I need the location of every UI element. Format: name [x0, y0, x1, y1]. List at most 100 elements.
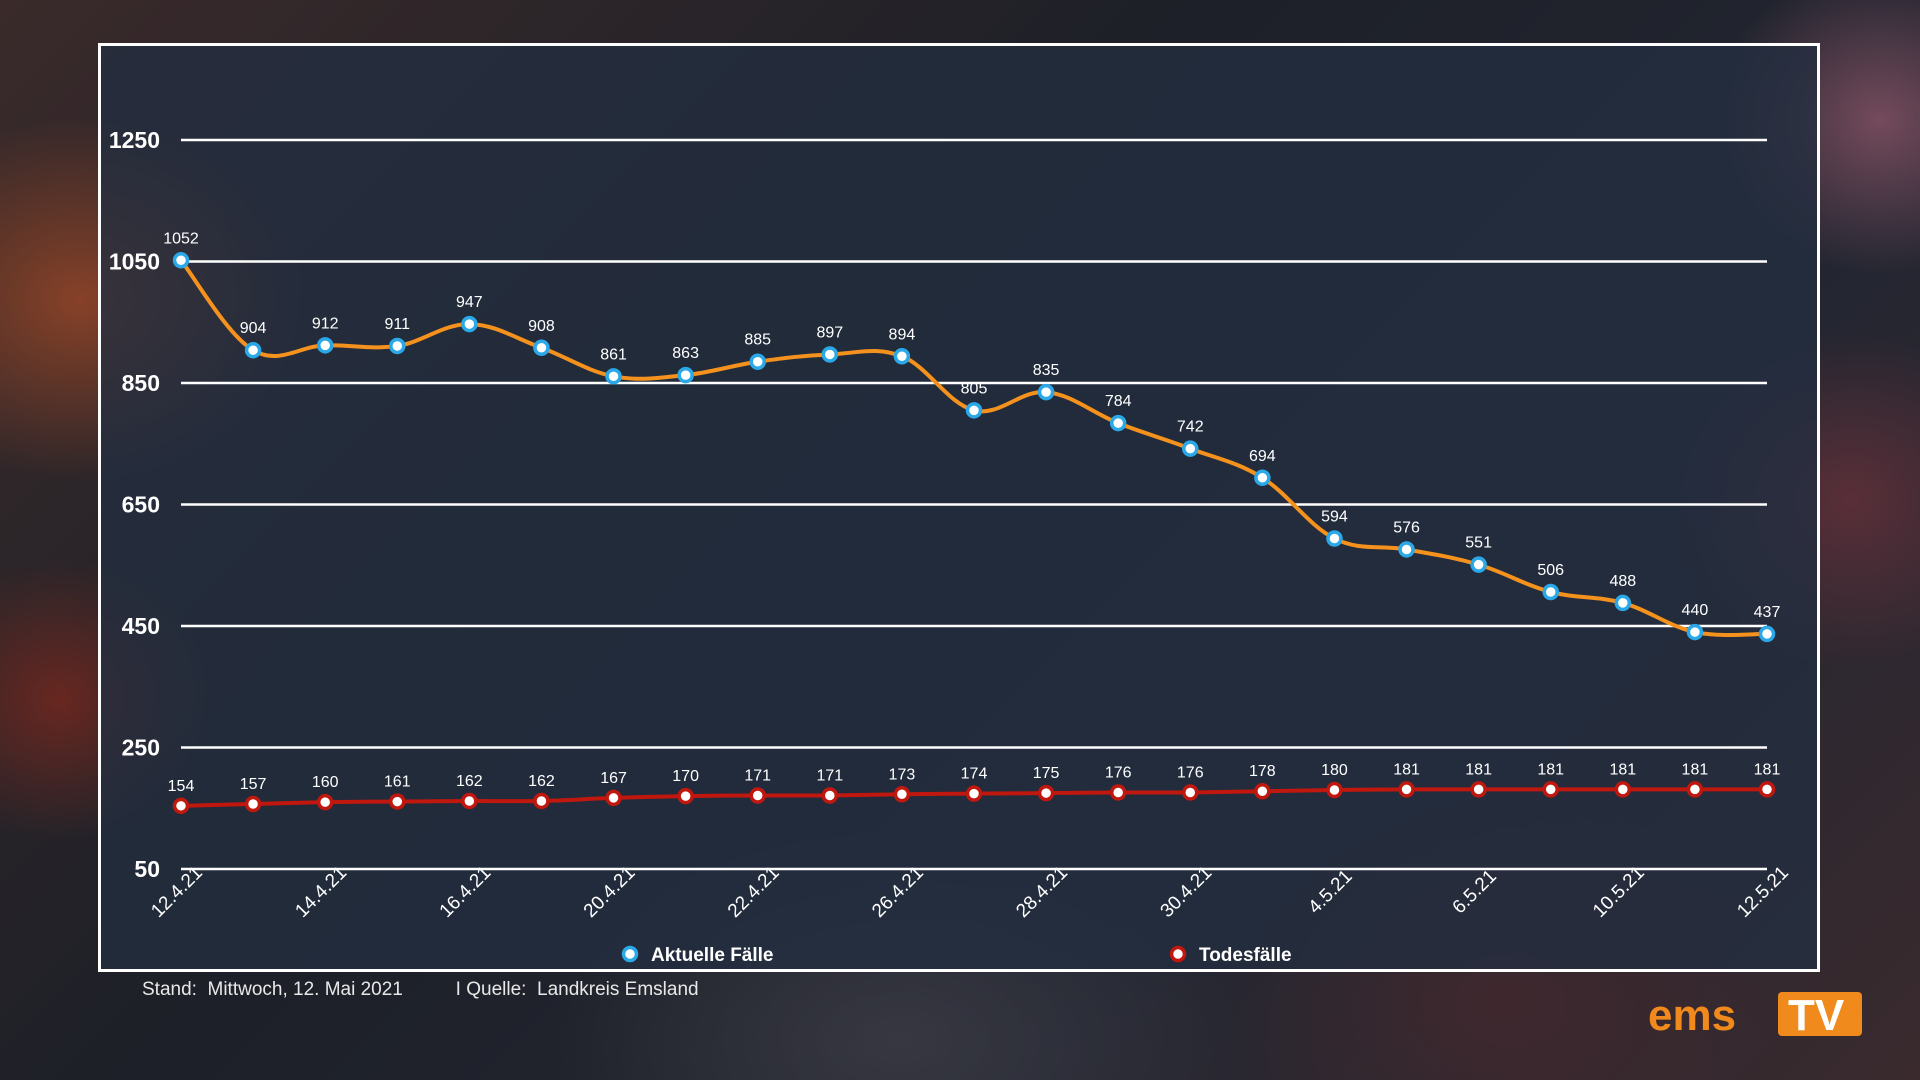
- data-label: 506: [1537, 562, 1564, 579]
- x-tick-label: 14.4.21: [291, 862, 351, 922]
- data-point: [605, 789, 622, 807]
- data-label: 805: [961, 380, 988, 397]
- data-label: 181: [1537, 761, 1564, 778]
- data-label: 181: [1465, 761, 1492, 778]
- data-point: [533, 339, 550, 357]
- x-tick-label: 10.5.21: [1589, 862, 1649, 922]
- data-label: 175: [1033, 765, 1060, 782]
- data-label: 170: [672, 768, 699, 785]
- data-point: [1037, 784, 1055, 802]
- data-point: [244, 795, 262, 813]
- data-label: 176: [1105, 764, 1132, 781]
- data-label: 894: [889, 326, 916, 343]
- data-point: [1542, 781, 1559, 798]
- data-point: [749, 787, 766, 804]
- data-point: [1614, 781, 1632, 798]
- data-point: [1254, 469, 1271, 487]
- series-line-aktuelle-faelle: [179, 258, 1769, 638]
- data-label: 181: [1682, 761, 1709, 778]
- data-point: [677, 366, 694, 384]
- data-label: 784: [1105, 393, 1132, 410]
- legend-label: Aktuelle Fälle: [651, 945, 774, 966]
- data-point: [1037, 383, 1055, 401]
- data-label: 742: [1177, 419, 1204, 436]
- x-tick-label: 4.5.21: [1304, 866, 1356, 918]
- data-point: [1398, 781, 1415, 798]
- data-point: [1470, 556, 1487, 573]
- data-label: 173: [889, 766, 916, 783]
- x-tick-label: 22.4.21: [724, 862, 784, 922]
- data-point: [1470, 781, 1487, 798]
- x-tick-label: 26.4.21: [868, 862, 928, 922]
- y-tick-label: 850: [122, 370, 160, 396]
- data-point: [1686, 781, 1704, 798]
- separator: I: [455, 979, 461, 1000]
- data-point: [677, 787, 694, 805]
- data-label: 174: [961, 766, 988, 783]
- data-point: [461, 315, 478, 333]
- data-label: 176: [1177, 764, 1204, 781]
- data-point: [1182, 784, 1199, 801]
- data-point: [821, 346, 839, 363]
- data-label: 694: [1249, 448, 1276, 465]
- x-tick-label: 6.5.21: [1449, 866, 1501, 918]
- source-value: Landkreis Emsland: [537, 979, 699, 1000]
- data-label: 897: [816, 324, 843, 341]
- data-point: [1686, 623, 1704, 641]
- data-label: 181: [1609, 761, 1636, 778]
- data-point: [1254, 782, 1271, 800]
- data-point: [1614, 594, 1632, 612]
- data-point: [1109, 414, 1127, 432]
- data-label: 835: [1033, 362, 1060, 379]
- data-label: 440: [1682, 602, 1709, 619]
- data-label: 904: [240, 320, 267, 337]
- data-point: [749, 353, 766, 370]
- data-label: 594: [1321, 509, 1348, 526]
- x-tick-label: 28.4.21: [1012, 862, 1072, 922]
- data-label: 181: [1754, 761, 1781, 778]
- y-tick-label: 1050: [109, 249, 160, 275]
- data-label: 181: [1393, 761, 1420, 778]
- data-point: [965, 402, 983, 419]
- data-point: [1758, 781, 1776, 798]
- stand-label: Stand:: [142, 979, 197, 1000]
- data-label: 551: [1465, 535, 1492, 552]
- data-label: 161: [384, 774, 411, 791]
- logo-tv-box: [1778, 992, 1862, 1036]
- data-label: 162: [456, 773, 483, 790]
- data-label: 885: [744, 332, 771, 349]
- y-tick-label: 1250: [109, 127, 160, 153]
- data-label: 167: [600, 770, 627, 787]
- data-point: [389, 793, 406, 810]
- legend-marker: [1169, 945, 1187, 963]
- data-label: 180: [1321, 762, 1348, 779]
- data-point: [316, 337, 334, 354]
- logo-tv-text: TV: [1788, 991, 1845, 1038]
- data-point: [893, 348, 911, 365]
- data-label: 171: [744, 767, 771, 784]
- data-label: 437: [1754, 604, 1781, 621]
- data-label: 908: [528, 318, 555, 335]
- data-label: 154: [168, 778, 195, 795]
- data-point: [316, 793, 334, 811]
- data-point: [172, 797, 190, 815]
- data-label: 1052: [163, 230, 199, 247]
- data-label: 171: [816, 767, 843, 784]
- data-point: [893, 786, 911, 803]
- source-label: Quelle:: [466, 979, 527, 1000]
- y-tick-label: 650: [122, 492, 160, 518]
- data-point: [1326, 781, 1343, 799]
- data-point: [1326, 530, 1343, 547]
- data-label: 911: [385, 316, 411, 333]
- x-tick-label: 12.5.21: [1733, 862, 1793, 922]
- data-label: 861: [600, 346, 627, 363]
- data-point: [1542, 583, 1559, 601]
- data-point: [1758, 625, 1776, 643]
- data-label: 912: [312, 315, 339, 332]
- data-point: [1109, 784, 1127, 801]
- data-label: 863: [672, 345, 699, 362]
- data-point: [389, 337, 406, 355]
- data-point: [965, 785, 983, 802]
- x-tick-label: 16.4.21: [436, 862, 496, 922]
